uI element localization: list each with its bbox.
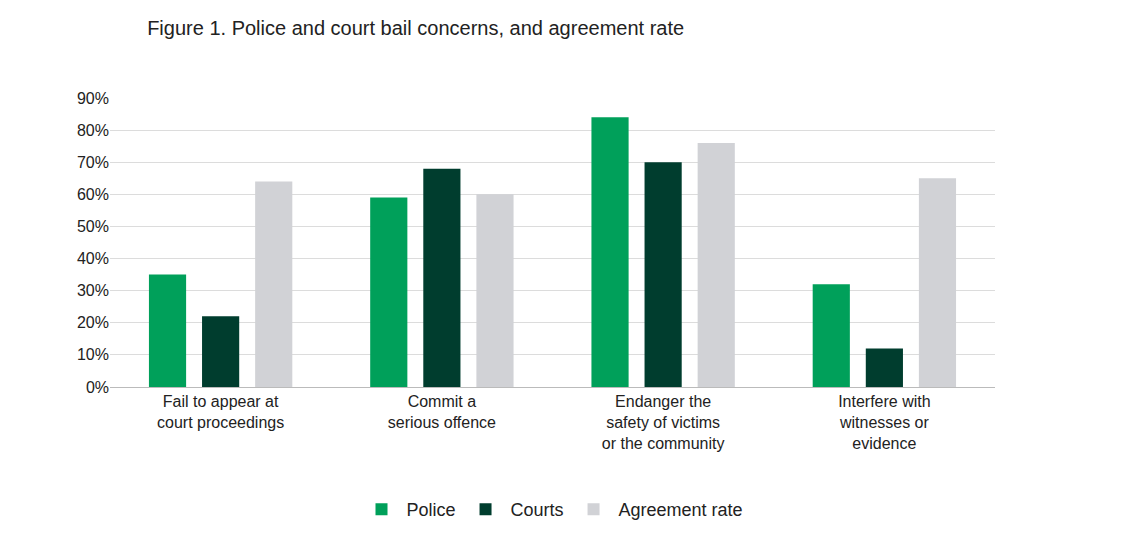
svg-text:Endanger thesafety of victimso: Endanger thesafety of victimsor the comm… (602, 393, 725, 452)
svg-text:20%: 20% (77, 314, 109, 331)
svg-text:Fail to appear atcourt proceed: Fail to appear atcourt proceedings (157, 393, 284, 431)
svg-text:60%: 60% (77, 186, 109, 203)
svg-text:Commit aserious offence: Commit aserious offence (388, 393, 496, 431)
svg-text:Police: Police (407, 500, 456, 520)
svg-text:0%: 0% (86, 379, 109, 396)
svg-text:70%: 70% (77, 154, 109, 171)
svg-text:40%: 40% (77, 250, 109, 267)
svg-text:Interfere withwitnesses orevid: Interfere withwitnesses orevidence (838, 393, 930, 452)
svg-text:10%: 10% (77, 346, 109, 363)
svg-text:Courts: Courts (511, 500, 564, 520)
svg-text:80%: 80% (77, 122, 109, 139)
svg-text:30%: 30% (77, 282, 109, 299)
svg-text:Agreement rate: Agreement rate (619, 500, 743, 520)
svg-text:Figure 1. Police and court bai: Figure 1. Police and court bail concerns… (147, 17, 684, 39)
svg-text:90%: 90% (77, 90, 109, 107)
svg-text:50%: 50% (77, 218, 109, 235)
